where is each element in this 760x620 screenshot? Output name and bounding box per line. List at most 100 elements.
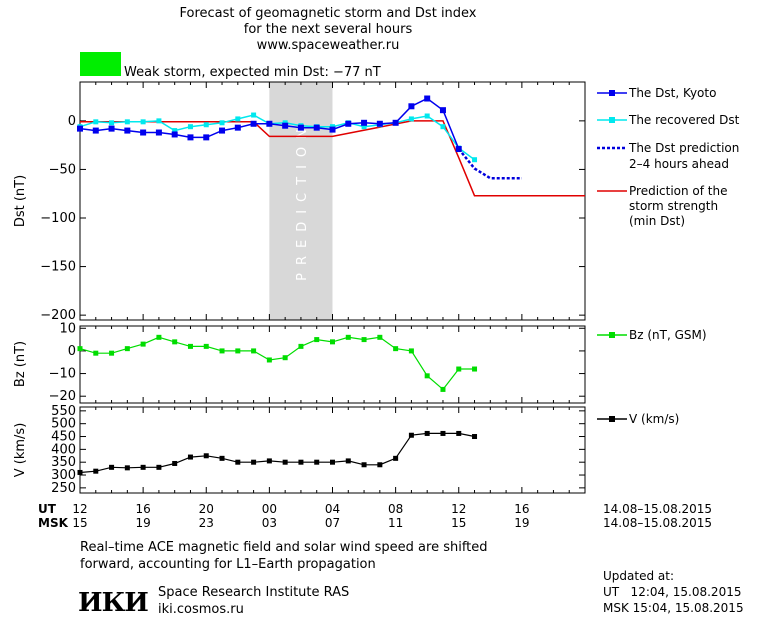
legend-prediction-label-2: 2–4 hours ahead bbox=[629, 157, 729, 171]
website-label: www.spaceweather.ru bbox=[257, 38, 400, 53]
dst-y-tick-label: −200 bbox=[40, 308, 76, 323]
ut-tick-label: 20 bbox=[199, 502, 214, 516]
bz-point bbox=[109, 350, 115, 356]
bz-point bbox=[393, 346, 399, 352]
dst-recovered-point bbox=[172, 128, 178, 134]
dst-kyoto-point bbox=[92, 127, 99, 134]
dst-y-tick-label: −50 bbox=[49, 162, 76, 177]
dst-kyoto-point bbox=[329, 126, 336, 133]
x-tick-marks bbox=[79, 82, 586, 493]
speed-point bbox=[314, 459, 320, 465]
speed-point bbox=[266, 458, 272, 464]
institute-name: Space Research Institute RAS bbox=[158, 585, 349, 600]
dst-recovered-point bbox=[140, 119, 146, 125]
legend-kyoto-label: The Dst, Kyoto bbox=[628, 86, 716, 100]
legend-item-recovered: The recovered Dst bbox=[597, 113, 740, 127]
dst-y-ticks: 0 −50 −100 −150 −200 bbox=[40, 114, 585, 323]
dst-panel: PREDICTION Dst (nT) 0 −50 −100 −150 −200 bbox=[13, 81, 586, 323]
dst-kyoto-point bbox=[140, 129, 147, 136]
footer-note-line1: Real–time ACE magnetic field and solar w… bbox=[80, 540, 488, 555]
speed-y-tick-label: 250 bbox=[51, 481, 76, 496]
dst-kyoto-point bbox=[234, 124, 241, 131]
bz-point bbox=[282, 355, 288, 361]
dst-recovered-point bbox=[424, 113, 430, 119]
updated-ut: UT 12:04, 15.08.2015 bbox=[603, 585, 741, 599]
dst-y-tick-label: 0 bbox=[68, 114, 76, 129]
legend-storm-label: Prediction of the bbox=[629, 184, 728, 198]
chart-title-line1: Forecast of geomagnetic storm and Dst in… bbox=[179, 6, 476, 21]
dst-kyoto-point bbox=[77, 125, 83, 132]
dst-series-group bbox=[77, 95, 585, 197]
dst-kyoto-point bbox=[392, 119, 399, 126]
dst-kyoto-point bbox=[297, 124, 304, 131]
speed-point bbox=[187, 454, 193, 460]
bz-series-group bbox=[77, 334, 478, 392]
dst-kyoto-point bbox=[171, 131, 178, 138]
speed-plot-frame bbox=[79, 406, 586, 494]
msk-tick-label: 19 bbox=[514, 516, 529, 530]
dst-kyoto-point bbox=[439, 107, 446, 114]
legend-speed-label: V (km/s) bbox=[629, 412, 679, 426]
prediction-band-label: PREDICTION bbox=[295, 121, 310, 281]
speed-point bbox=[361, 462, 367, 468]
storm-level-label: Weak storm, expected min Dst: −77 nT bbox=[124, 65, 381, 80]
ut-tick-label: 08 bbox=[388, 502, 403, 516]
bz-point bbox=[472, 366, 478, 372]
msk-tick-label: 11 bbox=[388, 516, 403, 530]
speed-point bbox=[156, 464, 162, 470]
storm-strength-line bbox=[80, 120, 585, 197]
dst-recovered-point bbox=[361, 124, 367, 130]
bz-point bbox=[314, 337, 320, 343]
dst-y-tick-label: −150 bbox=[40, 260, 76, 275]
dst-recovered-point bbox=[408, 116, 414, 122]
dst-recovered-point bbox=[109, 120, 115, 126]
bz-y-tick-label: −10 bbox=[49, 367, 76, 382]
updated-msk: MSK 15:04, 15.08.2015 bbox=[603, 601, 744, 615]
msk-tick-label: 15 bbox=[72, 516, 87, 530]
bz-point bbox=[330, 339, 335, 345]
speed-series-group bbox=[77, 430, 478, 475]
speed-point bbox=[440, 430, 446, 436]
legend-storm-label-2: storm strength bbox=[629, 199, 718, 213]
speed-point bbox=[472, 434, 478, 440]
speed-point bbox=[456, 430, 462, 436]
dst-legend: The Dst, Kyoto The recovered Dst The Dst… bbox=[597, 86, 740, 228]
bz-plot-frame bbox=[79, 325, 586, 404]
bz-point bbox=[408, 348, 414, 354]
dst-recovered-point bbox=[187, 124, 193, 130]
dst-kyoto-point bbox=[203, 134, 210, 141]
msk-tick-label: 19 bbox=[135, 516, 150, 530]
dst-recovered-point bbox=[440, 124, 446, 130]
speed-point bbox=[140, 464, 146, 470]
bz-point bbox=[440, 386, 446, 392]
bz-point bbox=[298, 343, 304, 349]
speed-y-tick-label: 300 bbox=[51, 468, 76, 483]
speed-point bbox=[282, 459, 288, 465]
bz-y-tick-label: 0 bbox=[68, 344, 76, 359]
bz-y-ticks: 10 0 −10 −20 bbox=[49, 321, 585, 404]
dst-kyoto-point bbox=[108, 125, 115, 132]
speed-point bbox=[93, 468, 99, 474]
iki-logo: ИКИ bbox=[78, 588, 148, 618]
bz-legend: Bz (nT, GSM) bbox=[597, 328, 707, 342]
speed-point bbox=[219, 455, 225, 461]
updated-label: Updated at: bbox=[603, 569, 674, 583]
speed-y-tick-label: 500 bbox=[51, 417, 76, 432]
chart-title-line2: for the next several hours bbox=[244, 22, 413, 37]
bz-point bbox=[251, 348, 257, 354]
dst-recovered-point bbox=[219, 120, 225, 126]
speed-point bbox=[330, 459, 335, 465]
bz-point bbox=[124, 346, 130, 352]
dst-y-tick-label: −100 bbox=[40, 211, 76, 226]
dst-kyoto-point bbox=[124, 127, 131, 134]
speed-point bbox=[235, 459, 241, 465]
ut-tick-label: 16 bbox=[135, 502, 150, 516]
dst-recovered-line bbox=[79, 114, 475, 161]
ut-tick-label: 12 bbox=[72, 502, 87, 516]
bz-point bbox=[140, 341, 146, 347]
msk-tick-label: 03 bbox=[262, 516, 277, 530]
speed-point bbox=[77, 469, 83, 475]
speed-point bbox=[109, 464, 115, 470]
